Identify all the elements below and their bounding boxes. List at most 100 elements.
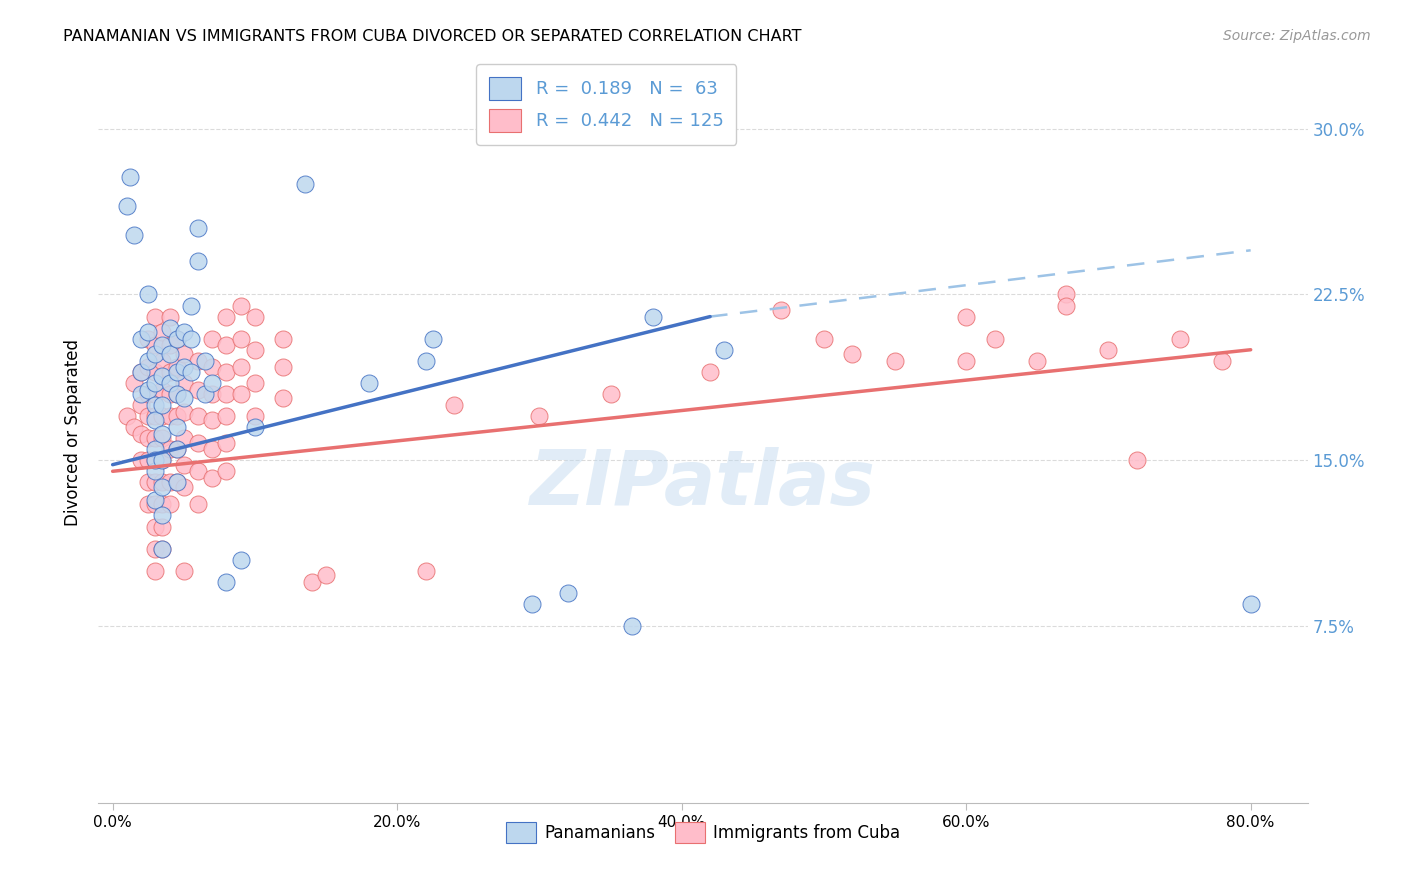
Point <box>143 376 166 390</box>
Point <box>243 376 266 390</box>
Point <box>315 568 337 582</box>
Legend: Panamanians, Immigrants from Cuba: Panamanians, Immigrants from Cuba <box>499 815 907 850</box>
Point <box>273 360 295 375</box>
Point <box>955 353 977 368</box>
Point <box>201 376 224 390</box>
Point <box>152 426 174 441</box>
Point <box>166 475 188 490</box>
Point <box>187 464 209 478</box>
Point <box>215 464 238 478</box>
Point <box>143 519 166 533</box>
Point <box>152 353 174 368</box>
Point <box>201 332 224 346</box>
Point <box>229 552 252 566</box>
Point <box>770 302 793 317</box>
Text: Source: ZipAtlas.com: Source: ZipAtlas.com <box>1223 29 1371 43</box>
Point <box>273 392 295 406</box>
Point <box>136 387 159 401</box>
Point <box>215 574 238 589</box>
Point <box>813 332 835 346</box>
Point <box>180 299 202 313</box>
Point <box>143 442 166 457</box>
Point <box>159 387 181 401</box>
Y-axis label: Divorced or Separated: Divorced or Separated <box>65 339 83 526</box>
Point <box>1168 332 1191 346</box>
Point <box>129 398 152 412</box>
Point <box>159 320 181 334</box>
Point <box>201 413 224 427</box>
Point <box>529 409 551 423</box>
Point <box>173 325 195 339</box>
Point <box>1240 597 1263 611</box>
Point <box>152 508 174 523</box>
Point <box>115 409 138 423</box>
Point <box>152 338 174 352</box>
Point <box>522 597 544 611</box>
Point <box>136 453 159 467</box>
Point <box>143 493 166 508</box>
Point <box>187 498 209 512</box>
Point <box>136 409 159 423</box>
Point <box>180 332 202 346</box>
Text: ZIPatlas: ZIPatlas <box>530 448 876 522</box>
Point <box>166 332 188 346</box>
Point <box>301 574 323 589</box>
Point <box>166 365 188 379</box>
Point <box>173 347 195 361</box>
Point <box>122 420 145 434</box>
Point <box>215 387 238 401</box>
Point <box>173 392 195 406</box>
Point <box>229 332 252 346</box>
Point <box>643 310 665 324</box>
Point <box>129 426 152 441</box>
Point <box>215 435 238 450</box>
Point <box>1097 343 1119 357</box>
Point <box>955 310 977 324</box>
Point <box>159 442 181 457</box>
Point <box>152 383 174 397</box>
Point <box>273 332 295 346</box>
Point <box>173 431 195 445</box>
Point <box>173 404 195 418</box>
Point <box>1054 287 1077 301</box>
Point <box>243 343 266 357</box>
Point <box>122 227 145 242</box>
Point <box>180 365 202 379</box>
Point <box>136 475 159 490</box>
Point <box>152 453 174 467</box>
Point <box>143 387 166 401</box>
Point <box>152 519 174 533</box>
Point <box>229 299 252 313</box>
Point <box>187 435 209 450</box>
Point <box>166 442 188 457</box>
Point <box>152 409 174 423</box>
Point <box>152 475 174 490</box>
Point <box>166 442 188 457</box>
Point <box>152 431 174 445</box>
Point <box>215 409 238 423</box>
Point <box>129 365 152 379</box>
Point <box>152 369 174 384</box>
Point <box>152 325 174 339</box>
Point <box>143 475 166 490</box>
Point <box>152 480 174 494</box>
Point <box>173 480 195 494</box>
Point <box>415 564 437 578</box>
Point <box>201 387 224 401</box>
Point <box>143 453 166 467</box>
Point <box>166 409 188 423</box>
Point <box>201 360 224 375</box>
Point <box>152 453 174 467</box>
Point <box>159 409 181 423</box>
Point <box>115 199 138 213</box>
Point <box>159 498 181 512</box>
Point <box>159 310 181 324</box>
Point <box>422 332 444 346</box>
Point <box>841 347 863 361</box>
Point <box>136 431 159 445</box>
Point <box>1126 453 1149 467</box>
Point <box>136 287 159 301</box>
Point <box>187 409 209 423</box>
Point <box>136 498 159 512</box>
Point <box>557 586 579 600</box>
